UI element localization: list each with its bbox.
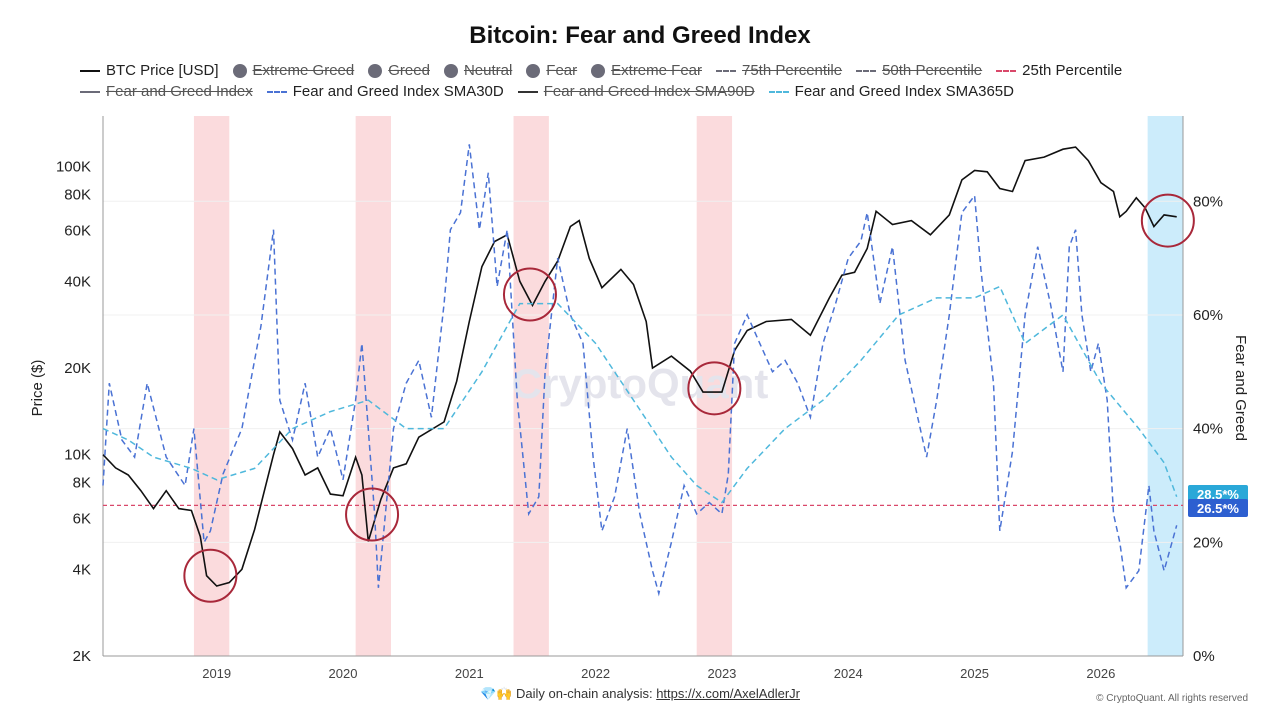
highlight-zone xyxy=(513,116,549,656)
y-right-tick-label: 60% xyxy=(1193,307,1223,324)
legend-swatch-icon xyxy=(80,69,100,72)
highlight-circle xyxy=(1140,193,1195,248)
series-line-fear-and-greed-index-sma365d xyxy=(102,285,1178,504)
y-left-tick-label: 100K xyxy=(56,159,91,176)
legend-label: Fear xyxy=(546,62,578,79)
copyright: © CryptoQuant. All rights reserved xyxy=(1096,693,1248,704)
highlight-zone xyxy=(696,116,733,656)
legend-item-extreme-fear[interactable]: Extreme Fear xyxy=(591,62,702,79)
value-badge xyxy=(1188,499,1248,517)
footer-text: Daily on-chain analysis: xyxy=(516,686,657,701)
legend-swatch-icon xyxy=(517,90,538,93)
legend-label: Fear and Greed Index SMA90D xyxy=(543,83,755,100)
series-line-btc-price-usd- xyxy=(102,146,1177,587)
legend-swatch-icon xyxy=(856,69,877,72)
highlight-zone xyxy=(193,116,230,656)
y-right-tick-label: 0% xyxy=(1193,648,1215,665)
legend-label: 75th Percentile xyxy=(742,62,843,79)
legend-item-25th-percentile[interactable]: 25th Percentile xyxy=(996,62,1122,79)
y-right-tick-label: 80% xyxy=(1193,193,1223,210)
legend-swatch-icon xyxy=(526,63,541,78)
legend-swatch-icon xyxy=(368,63,383,78)
legend-label: Neutral xyxy=(463,62,513,79)
y-left-tick-label: 4K xyxy=(73,561,91,578)
legend-swatch-icon xyxy=(443,63,458,78)
legend-swatch-icon xyxy=(232,63,247,78)
highlight-circle xyxy=(183,548,238,603)
legend-item-fear-and-greed-index-sma365d[interactable]: Fear and Greed Index SMA365D xyxy=(768,83,1014,100)
y-right-tick-label: 20% xyxy=(1193,534,1223,551)
value-badge-label: 26.5*% xyxy=(1197,501,1239,516)
y-left-tick-label: 2K xyxy=(73,648,91,665)
footer: 💎🙌 Daily on-chain analysis: https://x.co… xyxy=(0,686,1280,702)
footer-emoji: 💎🙌 xyxy=(480,686,513,701)
x-tick-label: 2023 xyxy=(707,666,736,681)
legend-swatch-icon xyxy=(266,90,287,93)
x-tick-label: 2022 xyxy=(581,666,610,681)
legend-label: BTC Price [USD] xyxy=(106,62,219,79)
y-left-tick-label: 60K xyxy=(64,223,91,240)
x-tick-label: 2026 xyxy=(1086,666,1115,681)
x-tick-label: 2019 xyxy=(202,666,231,681)
legend-swatch-icon xyxy=(768,90,789,93)
y-left-tick-label: 6K xyxy=(73,511,91,528)
legend-swatch-icon xyxy=(591,63,606,78)
legend-swatch-icon xyxy=(996,69,1017,72)
left-axis-label: Price ($) xyxy=(29,360,46,417)
legend-item-extreme-greed[interactable]: Extreme Greed xyxy=(232,62,355,79)
legend-row-2: Fear and Greed Index Fear and Greed Index… xyxy=(80,83,1220,100)
highlight-circle xyxy=(345,487,400,542)
highlight-circle xyxy=(502,267,557,322)
legend-label: Fear and Greed Index xyxy=(106,83,253,100)
legend-item-fear-and-greed-index-sma90d[interactable]: Fear and Greed Index SMA90D xyxy=(517,83,755,100)
legend-item-fear-and-greed-index[interactable]: Fear and Greed Index xyxy=(80,83,253,100)
legend-item-fear-and-greed-index-sma30d[interactable]: Fear and Greed Index SMA30D xyxy=(266,83,504,100)
y-left-tick-label: 8K xyxy=(73,475,91,492)
legend-item-75th-percentile[interactable]: 75th Percentile xyxy=(716,62,842,79)
legend-label: Extreme Greed xyxy=(252,62,355,79)
legend-item-greed[interactable]: Greed xyxy=(368,62,430,79)
legend-row-1: BTC Price [USD] Extreme Greed Greed Neutral… xyxy=(80,62,1220,79)
legend-label: Greed xyxy=(388,62,430,79)
x-tick-label: 2024 xyxy=(834,666,863,681)
footer-link[interactable]: https://x.com/AxelAdlerJr xyxy=(656,686,800,701)
x-tick-label: 2021 xyxy=(455,666,484,681)
series-line-fear-and-greed-index-sma30d xyxy=(102,144,1178,597)
y-right-tick-label: 40% xyxy=(1193,421,1223,438)
y-left-tick-label: 40K xyxy=(64,273,91,290)
legend-label: Fear and Greed Index SMA365D xyxy=(794,83,1014,100)
legend-item-btc-price-usd-[interactable]: BTC Price [USD] xyxy=(80,62,219,79)
legend-label: Extreme Fear xyxy=(611,62,702,79)
value-badge-label: 28.5*% xyxy=(1197,487,1239,502)
x-tick-label: 2020 xyxy=(329,666,358,681)
highlight-circle xyxy=(687,361,742,416)
legend-label: Fear and Greed Index SMA30D xyxy=(292,83,504,100)
legend-swatch-icon xyxy=(80,90,100,93)
x-tick-label: 2025 xyxy=(960,666,989,681)
legend-item-fear[interactable]: Fear xyxy=(526,62,577,79)
legend-item-neutral[interactable]: Neutral xyxy=(443,62,513,79)
legend-swatch-icon xyxy=(716,69,736,72)
y-left-tick-label: 10K xyxy=(64,447,91,464)
value-badge xyxy=(1188,485,1248,503)
watermark: CryptoQuant xyxy=(512,360,769,407)
legend-label: 50th Percentile xyxy=(882,62,983,79)
chart-title: Bitcoin: Fear and Greed Index xyxy=(469,22,811,49)
legend-item-50th-percentile[interactable]: 50th Percentile xyxy=(856,62,982,79)
right-axis-label: Fear and Greed xyxy=(1232,335,1249,441)
y-left-tick-label: 80K xyxy=(64,187,91,204)
highlight-zone xyxy=(355,116,391,656)
legend-label: 25th Percentile xyxy=(1022,62,1123,79)
y-left-tick-label: 20K xyxy=(64,360,91,377)
